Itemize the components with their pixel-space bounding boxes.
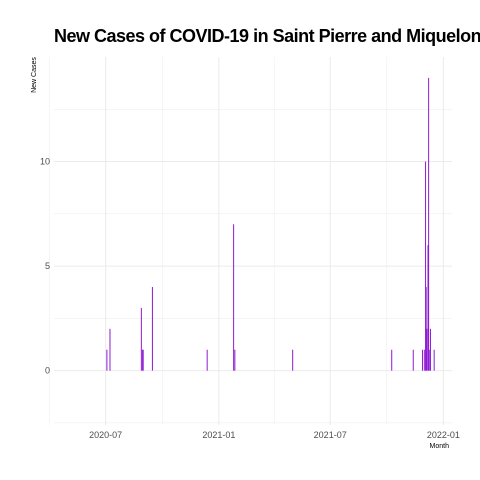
bar (109, 328, 111, 371)
bar (142, 349, 144, 371)
bar (428, 349, 430, 371)
grid-layer (49, 57, 452, 425)
bar (425, 161, 427, 371)
label-layer: 0 5 10 2020-07 2021-01 2021-07 2022-01 (40, 157, 460, 440)
bar (425, 287, 427, 371)
bar (426, 328, 428, 371)
y-tick-label: 0 (45, 366, 50, 376)
bar (391, 349, 393, 371)
bar (427, 245, 429, 371)
bar (234, 349, 236, 371)
bar (206, 349, 208, 371)
y-tick-label: 10 (40, 157, 50, 167)
bar-layer (106, 77, 435, 371)
chart-title: New Cases of COVID-19 in Saint Pierre an… (54, 26, 480, 46)
bar (412, 349, 414, 371)
bar (140, 307, 142, 371)
x-tick-label: 2020-07 (89, 430, 122, 440)
x-tick-label: 2021-07 (314, 430, 347, 440)
bar (292, 349, 294, 371)
x-tick-label: 2022-01 (427, 430, 460, 440)
x-axis-title: Month (430, 443, 450, 450)
x-tick-label: 2021-01 (202, 430, 235, 440)
bar (233, 224, 235, 371)
bar (142, 349, 144, 371)
bar (151, 287, 153, 371)
bar (421, 349, 423, 371)
bar (106, 349, 108, 371)
bar (429, 328, 431, 371)
y-axis-title: New Cases (31, 57, 38, 93)
bar (433, 349, 435, 371)
bar (428, 77, 430, 371)
bar (423, 349, 425, 371)
y-tick-label: 5 (45, 261, 50, 271)
